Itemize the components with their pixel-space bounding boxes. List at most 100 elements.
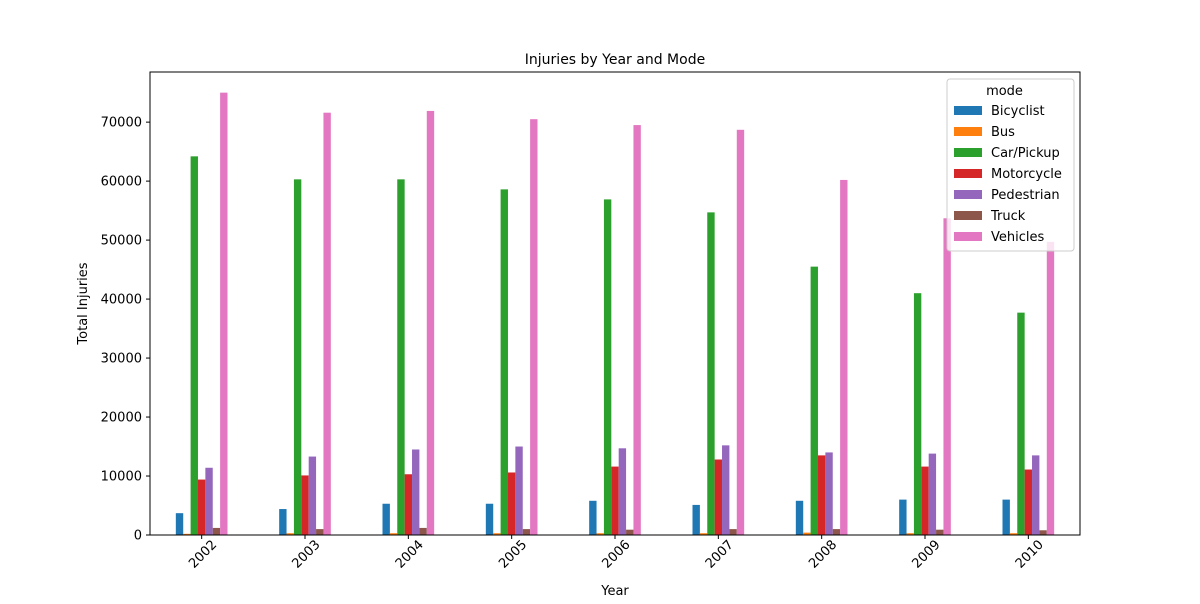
bar-bicyclist-2009 <box>899 499 907 535</box>
legend-swatch-bus <box>954 127 982 136</box>
bar-pedestrian-2007 <box>722 445 730 535</box>
legend-label-pedestrian: Pedestrian <box>991 188 1060 203</box>
y-tick-label: 10000 <box>101 470 142 485</box>
bar-vehicles-2010 <box>1046 241 1055 536</box>
bar-bus-2004 <box>389 533 398 535</box>
bar-bicyclist-2006 <box>589 500 597 535</box>
bars-layer <box>175 92 1055 536</box>
x-tick-label: 2008 <box>806 538 840 572</box>
legend-label-truck: Truck <box>990 209 1026 224</box>
legend-label-bicyclist: Bicyclist <box>991 104 1045 119</box>
bar-truck-2002 <box>212 527 221 535</box>
bar-truck-2010 <box>1039 530 1047 535</box>
x-tick-label: 2006 <box>600 538 634 572</box>
bar-bus-2002 <box>183 533 191 535</box>
y-tick-label: 30000 <box>101 352 142 367</box>
bar-vehicles-2008 <box>840 179 848 535</box>
bar-truck-2009 <box>936 529 944 535</box>
bar-pedestrian-2010 <box>1032 455 1040 535</box>
legend-swatch-pedestrian <box>954 190 982 199</box>
x-tick-label: 2002 <box>186 538 220 572</box>
bar-pedestrian-2002 <box>205 467 213 535</box>
bar-motorcycle-2009 <box>921 466 929 535</box>
bar-pedestrian-2009 <box>928 453 937 535</box>
bar-pedestrian-2006 <box>618 448 627 535</box>
y-tick-label: 0 <box>134 529 142 544</box>
bar-vehicles-2004 <box>426 110 435 536</box>
bar-bicyclist-2007 <box>692 504 700 535</box>
bar-bus-2005 <box>493 533 501 535</box>
bar-vehicles-2009 <box>943 218 951 535</box>
bar-car-pickup-2010 <box>1017 312 1025 535</box>
bar-truck-2006 <box>626 529 634 535</box>
y-tick-label: 70000 <box>101 116 142 131</box>
x-tick-label: 2003 <box>290 538 324 572</box>
y-axis-label: Total Injuries <box>76 262 91 345</box>
x-tick-label: 2009 <box>910 538 944 572</box>
bar-pedestrian-2008 <box>825 452 833 535</box>
bar-car-pickup-2009 <box>913 293 922 535</box>
bar-motorcycle-2005 <box>507 472 516 535</box>
bar-vehicles-2002 <box>220 92 228 535</box>
bar-truck-2004 <box>419 527 427 535</box>
bar-bus-2008 <box>803 532 811 535</box>
bar-vehicles-2003 <box>323 112 331 535</box>
legend-label-car-pickup: Car/Pickup <box>991 146 1060 161</box>
legend-label-bus: Bus <box>991 125 1015 140</box>
plot-frame <box>149 71 1081 536</box>
bar-motorcycle-2006 <box>611 466 619 535</box>
bar-car-pickup-2008 <box>810 266 818 535</box>
bar-car-pickup-2007 <box>707 212 715 535</box>
bar-car-pickup-2006 <box>603 199 612 535</box>
bar-bicyclist-2008 <box>795 500 804 535</box>
legend-swatch-car-pickup <box>954 148 982 157</box>
bar-truck-2005 <box>522 529 531 535</box>
bar-bus-2007 <box>699 533 708 535</box>
bar-motorcycle-2004 <box>404 474 413 535</box>
y-tick-label: 60000 <box>101 175 142 190</box>
x-axis-label: Year <box>600 584 629 599</box>
x-tick-label: 2007 <box>703 538 737 572</box>
chart-title: Injuries by Year and Mode <box>525 52 705 68</box>
bar-truck-2003 <box>316 529 324 535</box>
bar-bicyclist-2002 <box>175 513 184 535</box>
bar-bicyclist-2010 <box>1002 499 1010 535</box>
x-tick-label: 2010 <box>1013 538 1047 572</box>
bar-truck-2007 <box>729 529 737 535</box>
y-tick-label: 40000 <box>101 293 142 308</box>
legend-swatch-motorcycle <box>954 169 982 178</box>
bar-motorcycle-2002 <box>197 479 206 535</box>
bar-car-pickup-2005 <box>500 189 508 535</box>
legend-swatch-vehicles <box>954 232 982 241</box>
y-tick-label: 20000 <box>101 411 142 426</box>
bar-motorcycle-2007 <box>714 459 723 535</box>
bar-car-pickup-2002 <box>190 156 198 535</box>
bar-vehicles-2005 <box>530 119 538 536</box>
y-tick-label: 50000 <box>101 234 142 249</box>
bar-pedestrian-2003 <box>308 456 317 535</box>
x-tick-label: 2004 <box>393 538 427 572</box>
bar-bicyclist-2005 <box>485 503 494 535</box>
bar-pedestrian-2004 <box>412 449 420 535</box>
legend-box <box>946 78 1075 252</box>
bar-motorcycle-2008 <box>817 455 826 535</box>
legend-title: mode <box>986 84 1023 99</box>
legend: mode Bicyclist Bus Car/Pickup Motorcycle Pede… <box>946 78 1075 252</box>
legend-label-motorcycle: Motorcycle <box>991 167 1062 182</box>
bar-motorcycle-2010 <box>1024 469 1033 535</box>
bar-bus-2003 <box>286 533 294 535</box>
bar-truck-2008 <box>832 529 841 535</box>
bar-car-pickup-2003 <box>293 179 302 535</box>
bar-bicyclist-2003 <box>279 509 287 535</box>
x-tick-label: 2005 <box>496 538 530 572</box>
bar-vehicles-2006 <box>633 125 641 535</box>
bar-bicyclist-2004 <box>382 503 390 535</box>
bar-bus-2006 <box>596 533 604 535</box>
bar-vehicles-2007 <box>736 129 745 536</box>
bar-bus-2009 <box>906 533 914 535</box>
bar-pedestrian-2005 <box>515 446 523 535</box>
legend-swatch-bicyclist <box>954 106 982 115</box>
bar-motorcycle-2003 <box>301 475 309 535</box>
